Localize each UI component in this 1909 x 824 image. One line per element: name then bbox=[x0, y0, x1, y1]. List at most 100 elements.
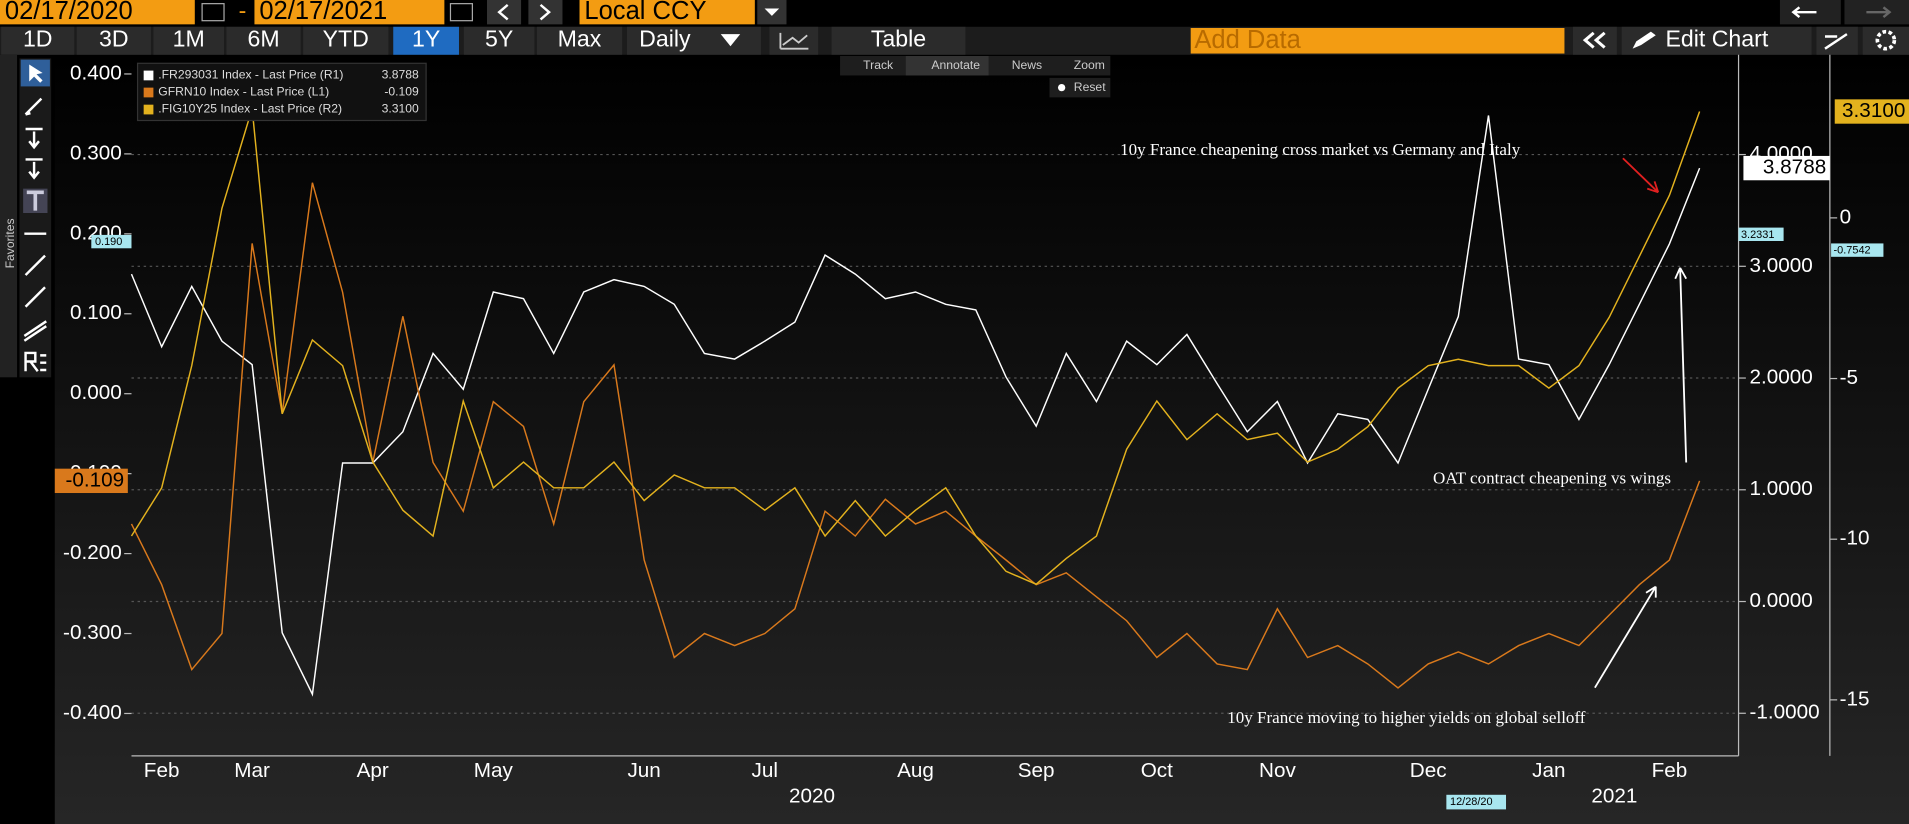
x-tick-label: Jun bbox=[627, 759, 660, 782]
series-line bbox=[130, 108, 1701, 586]
y-tick-label: -0.400 bbox=[63, 701, 122, 724]
period-button[interactable] bbox=[153, 26, 225, 55]
legend-value: 3.3100 bbox=[382, 102, 419, 116]
series-line bbox=[130, 182, 1701, 689]
period-button[interactable] bbox=[393, 26, 459, 55]
table-button[interactable] bbox=[831, 26, 966, 55]
period-button[interactable] bbox=[463, 26, 535, 55]
date-dash: - bbox=[239, 0, 247, 23]
favorites-tab[interactable] bbox=[0, 54, 18, 378]
y2-tick-label: 3.0000 bbox=[1750, 254, 1813, 277]
y-tick-label: 0.300 bbox=[70, 141, 122, 164]
edit-chart-button[interactable] bbox=[1621, 26, 1812, 55]
news-button[interactable]: News bbox=[1012, 58, 1042, 72]
undo-icon bbox=[1791, 6, 1817, 18]
add-data-field[interactable] bbox=[1190, 27, 1565, 54]
x-tick-label: Jan bbox=[1532, 759, 1565, 782]
plot: 0.4000.3000.2000.1000.000-0.100-0.200-0.… bbox=[63, 61, 1869, 782]
annotation[interactable]: OAT contract cheapening vs wings bbox=[1433, 468, 1671, 487]
legend-swatch bbox=[143, 70, 154, 81]
last-value-label: 3.8788 bbox=[1763, 156, 1826, 179]
start-date[interactable]: 02/17/2020 bbox=[5, 0, 133, 25]
period-label[interactable]: 3D bbox=[99, 25, 129, 51]
legend-swatch bbox=[143, 104, 154, 115]
last-value-tag bbox=[1834, 99, 1909, 124]
legend-box bbox=[136, 62, 427, 122]
y-tick-label: 0.400 bbox=[70, 61, 122, 84]
crosshair-tag bbox=[91, 234, 132, 249]
period-button[interactable] bbox=[226, 26, 301, 55]
period-label[interactable]: 1Y bbox=[412, 25, 440, 51]
period-button[interactable] bbox=[303, 26, 389, 55]
pct-icon[interactable] bbox=[25, 127, 43, 150]
calendar-icon[interactable] bbox=[449, 3, 473, 22]
end-date[interactable]: 02/17/2021 bbox=[259, 0, 387, 25]
legend-label[interactable]: .FR293031 Index - Last Price (R1) bbox=[158, 68, 343, 82]
crosshair-value: 3.2331 bbox=[1741, 229, 1774, 241]
period-label[interactable]: 6M bbox=[248, 25, 280, 51]
period-label[interactable]: YTD bbox=[323, 25, 369, 51]
chart-type-button[interactable] bbox=[769, 26, 819, 55]
annotation[interactable]: 10y France moving to higher yields on gl… bbox=[1227, 708, 1586, 727]
y3-tick-label: -5 bbox=[1840, 366, 1858, 389]
annotate-button[interactable]: Annotate bbox=[931, 58, 980, 72]
table-label[interactable]: Table bbox=[871, 25, 926, 51]
tool-column: Favorites bbox=[0, 54, 52, 378]
date-field[interactable] bbox=[0, 0, 195, 25]
legend: .FR293031 Index - Last Price (R1) 3.8788 G… bbox=[136, 62, 427, 122]
year-label: 2020 bbox=[789, 785, 835, 808]
frequency-arrow bbox=[720, 34, 741, 47]
currency-field[interactable] bbox=[579, 0, 755, 25]
draw-icon[interactable] bbox=[24, 97, 43, 116]
frequency[interactable]: Daily bbox=[639, 25, 691, 51]
y2-tick-label: 1.0000 bbox=[1750, 477, 1813, 500]
channel-icon[interactable] bbox=[23, 320, 47, 342]
track-button[interactable]: Track bbox=[863, 58, 894, 72]
reset-button[interactable]: Reset bbox=[1074, 80, 1106, 94]
currency[interactable]: Local CCY bbox=[584, 0, 706, 25]
x-tick-label: Dec bbox=[1410, 759, 1447, 782]
pencil-icon bbox=[1632, 31, 1656, 49]
segment-icon[interactable] bbox=[24, 254, 46, 276]
x-tick-label: Feb bbox=[144, 759, 180, 782]
period-button[interactable] bbox=[76, 26, 151, 55]
legend-label[interactable]: GFRN10 Index - Last Price (L1) bbox=[158, 85, 329, 99]
next-button[interactable] bbox=[528, 0, 563, 25]
x-tick-label: Nov bbox=[1259, 759, 1296, 782]
period-label[interactable]: 1M bbox=[173, 25, 205, 51]
y2-tick-label: 2.0000 bbox=[1750, 366, 1813, 389]
period-button[interactable] bbox=[1, 26, 75, 55]
date-field[interactable] bbox=[254, 0, 445, 25]
y3-tick-label: 0 bbox=[1840, 205, 1852, 228]
annotation[interactable]: 10y France cheapening cross market vs Ge… bbox=[1120, 140, 1521, 159]
crosshair-value: 0.190 bbox=[95, 236, 122, 248]
annotation-arrow bbox=[1594, 585, 1657, 689]
y-tick-label: -0.300 bbox=[63, 621, 122, 644]
y-tick-label: 0.100 bbox=[70, 301, 122, 324]
dollar-icon[interactable] bbox=[25, 158, 43, 180]
annotate-active bbox=[905, 55, 989, 76]
period-label[interactable]: Max bbox=[558, 25, 602, 51]
favorites-label[interactable]: Favorites bbox=[3, 218, 17, 268]
prev-button[interactable] bbox=[486, 0, 522, 25]
crosshair-tag bbox=[1738, 227, 1784, 241]
frequency-button[interactable] bbox=[626, 26, 761, 55]
x-tick-label: Feb bbox=[1652, 759, 1688, 782]
zoom-button[interactable]: Zoom bbox=[1074, 58, 1105, 72]
calendar-icon[interactable] bbox=[201, 3, 225, 22]
legend-value: -0.109 bbox=[384, 85, 419, 99]
dropdown-arrow bbox=[764, 8, 780, 16]
tool-strip bbox=[19, 58, 52, 378]
collapse-icon bbox=[1582, 31, 1606, 49]
add-data[interactable]: Add Data bbox=[1194, 26, 1301, 54]
reset-bg bbox=[1049, 77, 1111, 98]
legend-label[interactable]: .FIG10Y25 Index - Last Price (R2) bbox=[158, 102, 342, 116]
ray-icon[interactable] bbox=[24, 286, 46, 308]
legend-swatch bbox=[143, 87, 154, 98]
crosshair-value: -0.7542 bbox=[1834, 245, 1871, 257]
period-label[interactable]: 5Y bbox=[485, 25, 513, 51]
edit-chart[interactable]: Edit Chart bbox=[1666, 25, 1769, 51]
regression-icon[interactable] bbox=[24, 351, 47, 372]
period-label[interactable]: 1D bbox=[23, 25, 53, 51]
period-button[interactable] bbox=[536, 26, 623, 55]
